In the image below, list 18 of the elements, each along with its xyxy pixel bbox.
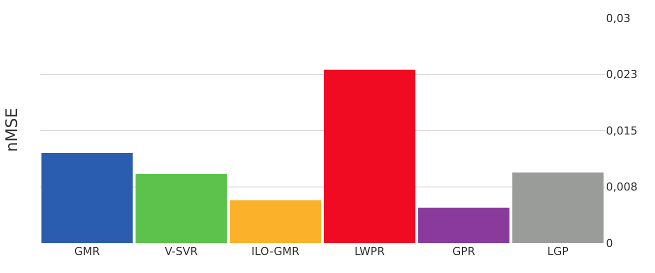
bar [41,153,133,243]
bar [418,208,510,243]
y-tick-label: 0 [606,236,613,250]
bar [512,172,604,243]
x-tick-label: GMR [74,245,100,258]
x-tick-label: LGP [547,245,569,258]
bar [324,70,416,243]
y-tick-label: 0,023 [606,68,638,82]
x-tick-label: V-SVR [164,245,198,258]
y-axis-title: nMSE [2,108,22,152]
y-tick-label: 0,008 [606,180,638,194]
x-tick-label: ILO-GMR [251,245,300,258]
y-tick-label: 0,03 [606,12,630,25]
x-tick-label: GPR [452,245,476,258]
y-tick-label: 0,015 [606,124,638,138]
x-tick-label: LWPR [354,245,386,258]
bar [136,174,227,243]
bar [230,200,322,243]
